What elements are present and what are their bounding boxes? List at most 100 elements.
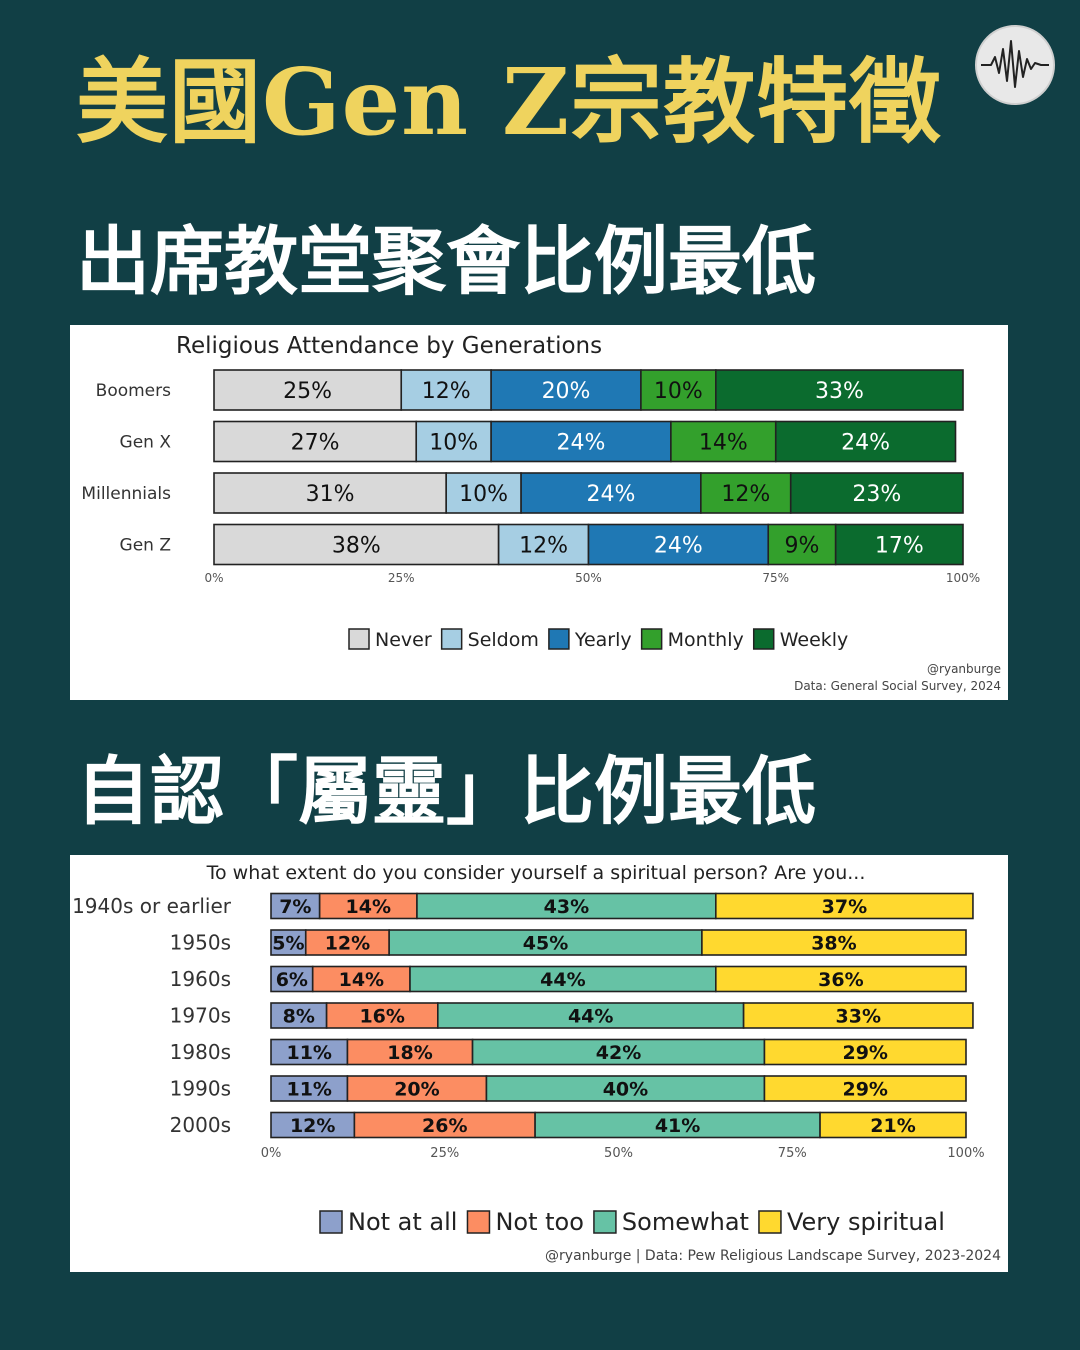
bar-segment-not-at-all <box>270 929 307 956</box>
chart-title: Religious Attendance by Generations <box>176 333 602 359</box>
data-label: 31% <box>306 482 355 507</box>
bar-segment-very-spiritual <box>742 1002 974 1029</box>
x-tick-label: 50% <box>575 571 602 585</box>
data-label: 43% <box>544 896 589 918</box>
bar-segment-seldom <box>445 472 522 514</box>
category-label: 1960s <box>170 967 231 991</box>
legend-swatch <box>440 628 463 650</box>
legend-label: Not too <box>495 1208 583 1236</box>
legend-label: Monthly <box>668 629 744 651</box>
bar-segment-somewhat <box>534 1111 821 1139</box>
data-label: 24% <box>841 430 890 455</box>
attendance-chart-panel: Religious Attendance by Generations Boome… <box>70 325 1008 700</box>
data-label: 23% <box>852 482 901 507</box>
x-tick-label: 100% <box>947 1146 984 1161</box>
category-label: 1940s or earlier <box>72 894 232 918</box>
data-label: 16% <box>359 1005 404 1027</box>
bar-segment-somewhat <box>416 892 717 920</box>
x-tick-label: 100% <box>946 571 980 585</box>
bar-segment-weekly <box>834 523 964 566</box>
data-label: 10% <box>429 430 478 455</box>
bar-segment-very-spiritual <box>819 1111 967 1139</box>
category-label: 1990s <box>170 1077 231 1101</box>
data-label: 20% <box>394 1078 439 1100</box>
data-label: 14% <box>699 430 748 455</box>
data-label: 10% <box>459 482 508 507</box>
data-label: 12% <box>290 1115 335 1137</box>
bar-segment-not-at-all <box>270 1111 356 1139</box>
bar-segment-very-spiritual <box>714 965 967 993</box>
bar-segment-monthly <box>700 472 792 514</box>
data-label: 17% <box>875 533 924 558</box>
bar-segment-very-spiritual <box>763 1075 967 1102</box>
legend-label: Somewhat <box>622 1208 749 1236</box>
bar-segment-very-spiritual <box>763 1038 967 1066</box>
bar-segment-not-too <box>318 892 418 920</box>
bar-segment-somewhat <box>409 965 717 993</box>
data-label: 37% <box>822 896 867 918</box>
data-label: 14% <box>339 969 384 991</box>
data-label: 21% <box>870 1115 915 1137</box>
data-label: 38% <box>332 533 381 558</box>
bar-segment-very-spiritual <box>714 892 974 920</box>
data-label: 33% <box>836 1005 881 1027</box>
data-label: 11% <box>286 1078 331 1100</box>
bar-segment-not-too <box>325 1002 439 1029</box>
bar-segment-weekly <box>774 420 957 463</box>
data-label: 12% <box>422 379 471 404</box>
bar-segment-not-too <box>346 1038 474 1066</box>
legend-swatch <box>640 628 663 650</box>
data-label: 36% <box>818 969 863 991</box>
data-label: 12% <box>519 533 568 558</box>
bar-segment-not-at-all <box>270 1038 349 1066</box>
bar-segment-somewhat <box>388 929 703 956</box>
data-label: 18% <box>387 1042 432 1064</box>
bar-segment-not-too <box>353 1111 536 1139</box>
legend-swatch <box>466 1210 491 1234</box>
legend-label: Seldom <box>468 629 539 651</box>
data-label: 24% <box>557 430 606 455</box>
data-label: 44% <box>568 1005 613 1027</box>
data-label: 9% <box>785 533 820 558</box>
attendance-chart: Religious Attendance by Generations Boome… <box>81 333 1001 693</box>
data-label: 11% <box>286 1042 331 1064</box>
bar-segment-yearly <box>587 523 770 566</box>
data-label: 42% <box>596 1042 641 1064</box>
bar-segment-yearly <box>490 420 672 463</box>
data-label: 5% <box>272 932 304 954</box>
data-label: 24% <box>654 533 703 558</box>
spiritual-subtitle: 自認「屬靈」比例最低 <box>76 749 816 835</box>
bar-segment-monthly <box>670 420 777 463</box>
x-tick-label: 75% <box>778 1146 807 1161</box>
bar-segment-never <box>213 523 500 566</box>
bar-segment-not-at-all <box>270 892 321 920</box>
data-label: 12% <box>721 482 770 507</box>
category-label: 2000s <box>170 1113 231 1137</box>
data-label: 40% <box>603 1078 648 1100</box>
bar-segment-weekly <box>715 369 964 411</box>
legend-swatch <box>758 1210 782 1234</box>
category-label: 1980s <box>170 1040 231 1064</box>
bar-segment-not-at-all <box>270 1075 349 1102</box>
data-label: 29% <box>842 1042 887 1064</box>
legend-swatch <box>319 1210 343 1234</box>
data-label: 45% <box>523 932 568 954</box>
legend-swatch <box>593 1210 617 1234</box>
category-label: Gen X <box>120 432 172 452</box>
bar-segment-seldom <box>497 523 590 566</box>
category-label: 1950s <box>170 931 231 955</box>
legend-label: Never <box>375 629 432 651</box>
bar-segment-very-spiritual <box>701 929 967 956</box>
data-label: 27% <box>291 430 340 455</box>
page-title: 美國Gen Z宗教特徵 <box>76 48 943 156</box>
x-tick-label: 75% <box>762 571 789 585</box>
x-tick-label: 25% <box>430 1146 459 1161</box>
bar-segment-monthly <box>767 523 837 566</box>
data-label: 6% <box>276 969 308 991</box>
spiritual-chart-panel: To what extent do you consider yourself … <box>70 855 1008 1272</box>
legend-label: Very spiritual <box>787 1208 945 1236</box>
heartbeat-wave-icon <box>975 25 1055 105</box>
data-label: 33% <box>815 379 864 404</box>
legend-swatch <box>348 628 370 650</box>
data-label: 24% <box>587 482 636 507</box>
